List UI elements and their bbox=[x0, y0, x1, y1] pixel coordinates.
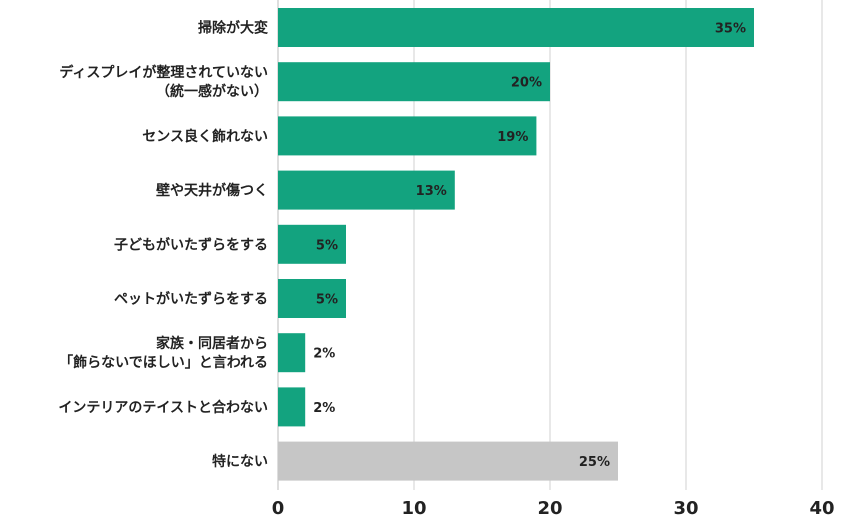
category-label: 掃除が大変 bbox=[198, 20, 268, 37]
x-tick-label: 10 bbox=[401, 498, 426, 519]
value-label: 35% bbox=[715, 22, 746, 37]
bar bbox=[278, 170, 455, 210]
bar bbox=[278, 116, 537, 156]
value-label: 19% bbox=[497, 130, 528, 145]
x-tick-label: 40 bbox=[809, 498, 834, 519]
bar bbox=[278, 333, 306, 373]
bar bbox=[278, 62, 550, 102]
category-label: センス良く飾れない bbox=[142, 128, 268, 145]
category-label: 特にない bbox=[212, 453, 268, 470]
x-tick-label: 30 bbox=[673, 498, 698, 519]
category-label: ペットがいたずらをする bbox=[114, 291, 268, 308]
value-label: 20% bbox=[511, 76, 542, 91]
value-label: 13% bbox=[416, 184, 447, 199]
category-label: ディスプレイが整理されていない（統一感がない） bbox=[59, 64, 268, 100]
value-label: 5% bbox=[316, 238, 338, 253]
category-label: インテリアのテイストと合わない bbox=[58, 399, 268, 416]
category-label: 壁や天井が傷つく bbox=[156, 182, 268, 199]
value-label: 2% bbox=[313, 401, 335, 416]
value-label: 2% bbox=[313, 347, 335, 362]
x-tick-label: 0 bbox=[272, 498, 285, 519]
bars bbox=[278, 8, 754, 481]
value-label: 5% bbox=[316, 293, 338, 308]
value-labels: 35% 20% 19% 13% 5% 5% 2% 2% 25% bbox=[313, 22, 746, 471]
x-tick-label: 20 bbox=[537, 498, 562, 519]
bar bbox=[278, 279, 346, 318]
bar bbox=[278, 224, 346, 264]
bar bbox=[278, 387, 306, 427]
category-label: 子どもがいたずらをする bbox=[114, 236, 268, 253]
value-label: 25% bbox=[579, 455, 610, 470]
x-axis-ticks: 0 10 20 30 40 bbox=[272, 498, 835, 519]
category-label: 家族・同居者から「飾らないでほしい」と言われる bbox=[59, 335, 268, 371]
bar bbox=[278, 441, 618, 481]
bar bbox=[278, 8, 754, 47]
